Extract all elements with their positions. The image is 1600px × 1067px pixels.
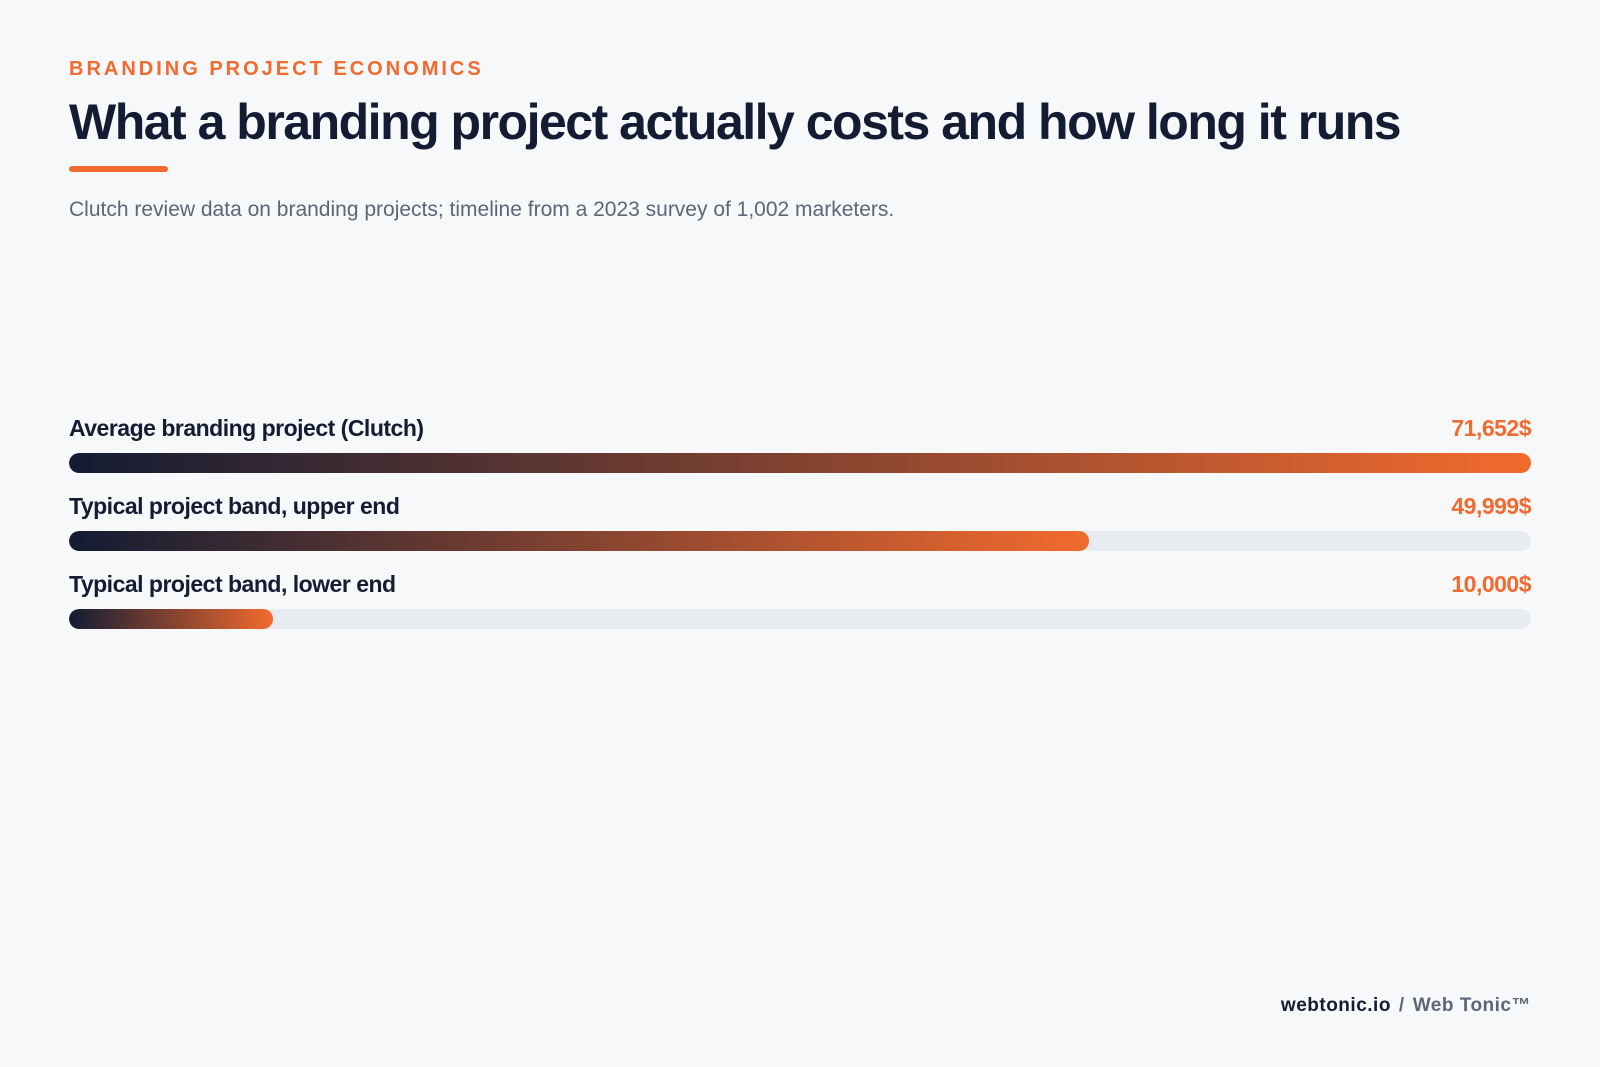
bar-value-label: 49,999$ [1451,493,1531,519]
bar-track [69,609,1531,629]
bar-row: Average branding project (Clutch) 71,652… [69,410,1531,488]
bar-track [69,531,1531,551]
bar-fill [69,453,1531,473]
bar-label: Average branding project (Clutch) [69,415,424,441]
title-underline [69,166,168,172]
page-subtitle: Clutch review data on branding projects;… [69,198,895,221]
footer-separator: / [1398,995,1405,1016]
eyebrow-label: BRANDING PROJECT ECONOMICS [69,58,484,80]
bar-label: Typical project band, lower end [69,571,396,597]
page-title: What a branding project actually costs a… [69,94,1402,150]
bar-track [69,453,1531,473]
footer-site: webtonic.io [1280,995,1391,1016]
footer-credit: webtonic.io / Web Tonic™ [1281,995,1531,1017]
bar-row: Typical project band, lower end 10,000$ [69,566,1531,644]
bar-chart: Average branding project (Clutch) 71,652… [69,410,1531,644]
footer-brand: Web Tonic™ [1412,995,1531,1016]
bar-fill [69,609,274,629]
infographic: BRANDING PROJECT ECONOMICS What a brandi… [69,0,1531,1067]
bar-fill [69,531,1090,551]
bar-value-label: 71,652$ [1451,415,1531,441]
bar-row: Typical project band, upper end 49,999$ [69,488,1531,566]
bar-value-label: 10,000$ [1451,571,1531,597]
bar-label: Typical project band, upper end [69,493,400,519]
